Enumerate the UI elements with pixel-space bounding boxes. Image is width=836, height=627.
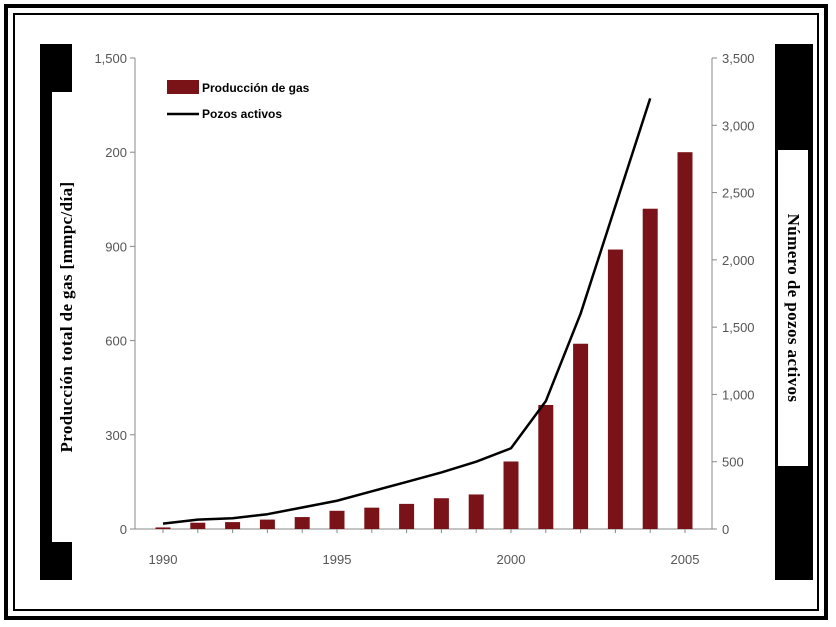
left-tick-label: 600 — [105, 334, 127, 349]
bar — [503, 461, 519, 529]
bar — [294, 517, 310, 529]
right-tick-label: 2,500 — [722, 186, 755, 201]
left-axis-label-box — [52, 92, 82, 542]
bar — [364, 507, 380, 529]
right-tick-label: 1,500 — [722, 320, 755, 335]
left-tick-label: 0 — [120, 522, 127, 537]
bar — [399, 503, 415, 529]
x-tick-label: 1990 — [149, 552, 178, 567]
left-tick-label: 900 — [105, 239, 127, 254]
bar — [259, 519, 275, 529]
left-tick-label: 1,500 — [94, 51, 127, 66]
chart-axes: 0 300 600 900 200 1,500 0 500 1,000 1,500 2,000 2,5… — [94, 51, 754, 567]
bar — [433, 498, 449, 529]
right-tick-label: 3,000 — [722, 118, 755, 133]
bar — [329, 510, 345, 529]
right-tick-label: 0 — [722, 522, 729, 537]
right-tick-label: 500 — [722, 455, 744, 470]
bar — [225, 522, 241, 529]
legend-line-label: Pozos activos — [202, 107, 282, 121]
right-tick-label: 1,000 — [722, 387, 755, 402]
bar — [468, 494, 484, 529]
left-tick-label: 200 — [105, 145, 127, 160]
line-path — [162, 97, 652, 525]
x-tick-label: 2005 — [671, 552, 700, 567]
right-axis-label-box — [778, 150, 808, 466]
left-axis-label: Producción total de gas [mmpc/día] — [57, 181, 76, 453]
bar — [677, 152, 693, 529]
legend: Producción de gas Pozos activos — [167, 80, 310, 121]
bar-series — [155, 152, 693, 530]
bar — [190, 522, 206, 529]
legend-bar-swatch — [167, 80, 199, 94]
right-tick-label: 2,000 — [722, 253, 755, 268]
inner-frame — [13, 13, 819, 611]
outer-frame — [4, 4, 828, 620]
x-tick-label: 1995 — [323, 552, 352, 567]
bar — [642, 208, 658, 529]
bar — [538, 404, 554, 529]
bar — [155, 527, 171, 529]
legend-bar-label: Producción de gas — [202, 81, 310, 95]
bar — [573, 343, 589, 529]
x-tick-label: 2000 — [497, 552, 526, 567]
left-tick-label: 300 — [105, 428, 127, 443]
right-tick-label: 3,500 — [722, 51, 755, 66]
bar — [607, 249, 623, 530]
line-series — [162, 97, 652, 525]
right-axis-label: Número de pozos activos — [784, 213, 803, 403]
